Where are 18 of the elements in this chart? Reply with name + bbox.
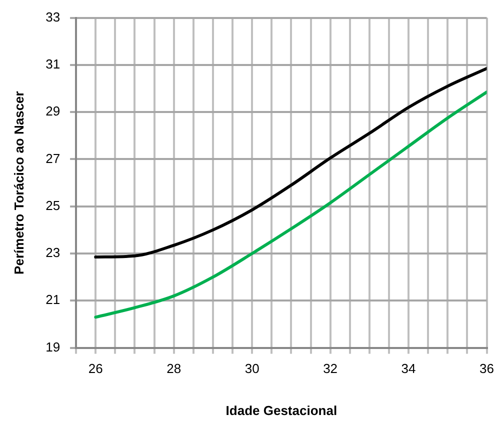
x-tick-label: 34 — [401, 361, 416, 376]
y-tick-label: 31 — [46, 56, 60, 72]
x-axis-title: Idade Gestacional — [226, 402, 338, 418]
line-series — [94, 66, 487, 259]
y-tick-label: 23 — [46, 245, 60, 260]
x-tick-label: 36 — [480, 361, 494, 376]
y-tick-label: 21 — [46, 292, 60, 308]
x-tick-label: 26 — [88, 361, 103, 376]
y-tick-label: 27 — [46, 150, 60, 166]
y-tick-label: 19 — [46, 339, 60, 354]
x-tick-label: 28 — [166, 361, 182, 376]
x-tick-label: 32 — [323, 361, 338, 376]
y-tick-label: 33 — [46, 9, 60, 24]
y-tick-label: 29 — [46, 104, 60, 119]
y-axis-title: Perímetro Torácico ao Nascer — [11, 91, 26, 274]
x-tick-label: 30 — [244, 361, 260, 376]
y-tick-label: 25 — [46, 198, 60, 213]
line-series — [94, 90, 487, 319]
